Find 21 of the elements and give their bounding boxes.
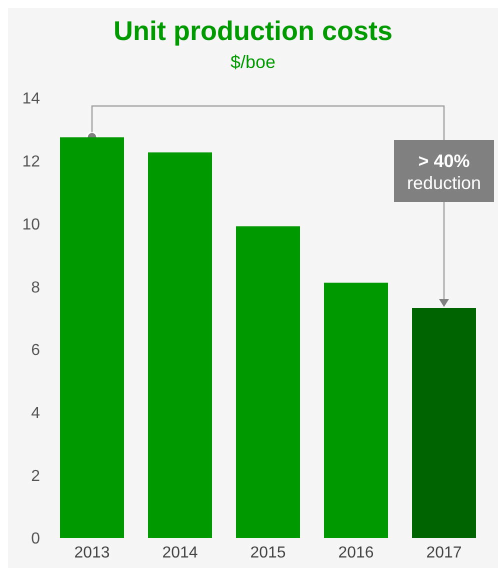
- y-tick-label: 4: [31, 404, 40, 422]
- y-tick-label: 10: [22, 216, 40, 234]
- y-tick-label: 8: [31, 279, 40, 296]
- x-tick-label: 2015: [250, 544, 286, 562]
- bar: [236, 226, 300, 538]
- y-tick-label: 2: [31, 468, 40, 485]
- y-tick-label: 12: [22, 154, 40, 171]
- x-tick-label: 2017: [426, 544, 462, 562]
- bar: [60, 137, 124, 538]
- x-tick-label: 2014: [162, 544, 198, 562]
- chart-title: Unit production costs: [112, 16, 394, 47]
- x-tick-label: 2013: [74, 544, 110, 562]
- annotation: > 40% reduction: [406, 151, 482, 193]
- bar: [324, 282, 388, 538]
- chart-subtitle: $/boe: [229, 52, 277, 73]
- y-tick-label: 14: [22, 90, 40, 108]
- bar: [148, 152, 212, 538]
- y-tick-label: 6: [31, 342, 40, 360]
- bar: [412, 308, 476, 538]
- y-tick-label: 0: [31, 530, 40, 548]
- x-tick-label: 2016: [338, 544, 374, 562]
